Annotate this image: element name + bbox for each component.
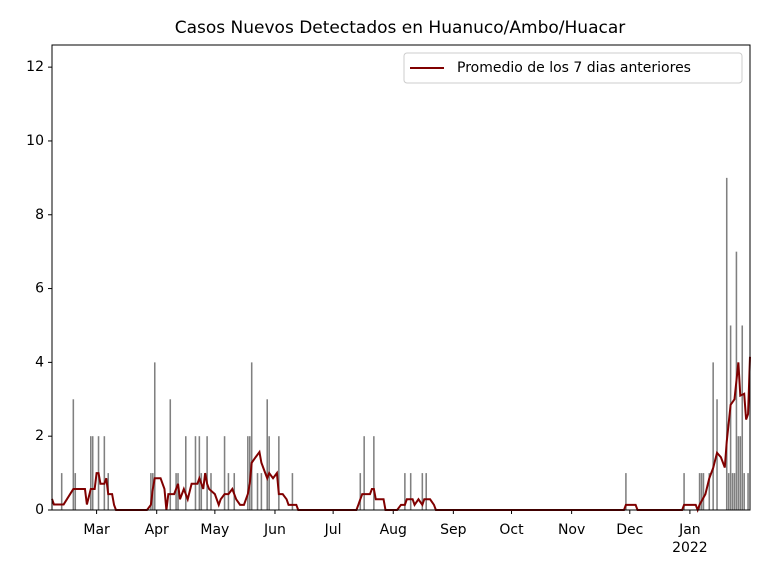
bar bbox=[739, 436, 742, 510]
bar bbox=[60, 473, 63, 510]
bar bbox=[256, 473, 259, 510]
bar bbox=[194, 436, 197, 510]
y-tick-label: 12 bbox=[26, 59, 44, 75]
bar bbox=[404, 473, 406, 510]
bar bbox=[409, 473, 412, 510]
y-tick-label: 4 bbox=[35, 354, 44, 370]
y-tick-label: 8 bbox=[35, 207, 44, 223]
bar bbox=[74, 473, 77, 510]
x-tick-label: May bbox=[200, 522, 230, 538]
bar bbox=[72, 399, 75, 510]
bar bbox=[712, 362, 714, 510]
y-tick-label: 0 bbox=[35, 502, 44, 518]
x-tick-label: Apr bbox=[144, 522, 169, 538]
bar bbox=[743, 473, 745, 510]
bar bbox=[185, 436, 187, 510]
x-tick-label: Sep bbox=[440, 522, 467, 538]
y-tick-label: 2 bbox=[35, 428, 44, 444]
legend-box bbox=[403, 52, 743, 84]
x-tick-label: Nov bbox=[557, 522, 586, 538]
y-tick-label: 10 bbox=[26, 133, 44, 149]
x-tick-label: Jan 2022 bbox=[672, 522, 708, 556]
bar bbox=[247, 436, 249, 510]
bar bbox=[198, 436, 201, 510]
bar bbox=[250, 362, 253, 510]
bar bbox=[700, 473, 703, 510]
bar bbox=[683, 473, 685, 510]
bar bbox=[169, 399, 172, 510]
x-tick-label: Dec bbox=[616, 522, 644, 538]
bar bbox=[737, 436, 740, 510]
bar bbox=[359, 473, 362, 510]
bar bbox=[733, 473, 736, 510]
bar bbox=[153, 362, 156, 510]
x-tick-label: Jun bbox=[264, 522, 286, 538]
x-tick-label: Aug bbox=[379, 522, 407, 538]
bar bbox=[421, 473, 424, 510]
bar bbox=[747, 473, 749, 510]
legend-label: Promedio de los 7 dias anteriores bbox=[457, 60, 691, 76]
bar bbox=[363, 436, 365, 510]
bar bbox=[741, 325, 744, 510]
bar bbox=[625, 473, 627, 510]
bar bbox=[206, 436, 208, 510]
x-tick-label: Jul bbox=[324, 522, 342, 538]
bar bbox=[266, 399, 268, 510]
x-tick-label: Mar bbox=[83, 522, 110, 538]
bar bbox=[698, 473, 701, 510]
line bbox=[51, 356, 751, 513]
bar bbox=[91, 436, 94, 510]
x-tick-label: Oct bbox=[499, 522, 524, 538]
bar bbox=[731, 473, 734, 510]
bar bbox=[702, 473, 705, 510]
bar bbox=[725, 177, 728, 510]
bar bbox=[150, 473, 152, 510]
bar bbox=[729, 325, 732, 510]
bar bbox=[291, 473, 294, 510]
plot-frame bbox=[51, 44, 751, 511]
y-tick-label: 6 bbox=[35, 281, 44, 297]
bar bbox=[425, 473, 427, 510]
bar bbox=[223, 436, 226, 510]
bar bbox=[103, 436, 106, 510]
bar bbox=[727, 473, 730, 510]
bar bbox=[227, 473, 230, 510]
bar bbox=[373, 436, 375, 510]
bar bbox=[278, 436, 280, 510]
bar bbox=[90, 436, 92, 510]
chart-title: Casos Nuevos Detectados en Huanuco/Ambo/… bbox=[175, 18, 626, 38]
bar bbox=[260, 473, 263, 510]
bar bbox=[200, 473, 203, 510]
bar bbox=[708, 473, 711, 510]
